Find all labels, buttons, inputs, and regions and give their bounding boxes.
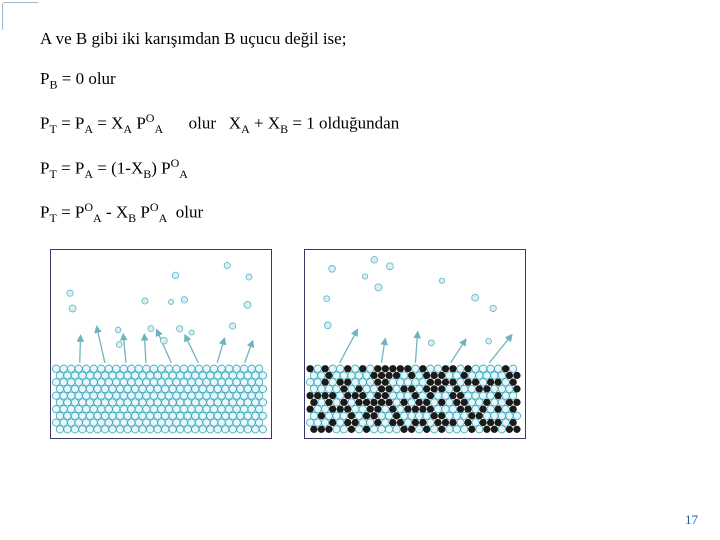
text-line-1: A ve B gibi iki karışımdan B uçucu değil… bbox=[40, 28, 680, 50]
eq3-c: = P bbox=[57, 114, 85, 133]
slide-content: A ve B gibi iki karışımdan B uçucu değil… bbox=[0, 0, 720, 439]
eq3-f: A bbox=[123, 122, 132, 136]
eq3-b: T bbox=[49, 122, 56, 136]
eq3-l: + X bbox=[250, 114, 280, 133]
eq5-j: A bbox=[159, 211, 168, 225]
eq5-g: B bbox=[128, 211, 136, 225]
eq4-d: A bbox=[84, 167, 93, 181]
eq3-d: A bbox=[84, 122, 93, 136]
eq4-h: O bbox=[171, 156, 180, 170]
eq5-i: O bbox=[150, 200, 159, 214]
diagram-pure-solvent bbox=[50, 249, 272, 439]
diagram-solution bbox=[304, 249, 526, 439]
eq5-f: - X bbox=[102, 203, 128, 222]
eq5-c: = P bbox=[57, 203, 85, 222]
eq3-j: olur X bbox=[163, 114, 241, 133]
eq4-i: A bbox=[179, 167, 188, 181]
page-number: 17 bbox=[685, 512, 698, 528]
eq5-h: P bbox=[136, 203, 150, 222]
diagram-row bbox=[40, 249, 680, 439]
text-line-5: PT = POA - XB POA olur bbox=[40, 200, 680, 227]
eq5-k: olur bbox=[167, 203, 203, 222]
eq3-i: A bbox=[154, 122, 163, 136]
eq5-e: A bbox=[93, 211, 102, 225]
eq5-b: T bbox=[49, 211, 56, 225]
diagram-solution-svg bbox=[305, 250, 525, 438]
eq4-e: = (1-X bbox=[93, 158, 143, 177]
eq3-g: P bbox=[132, 114, 146, 133]
slide-border-decoration bbox=[2, 2, 38, 30]
text-line-4: PT = PA = (1-XB) POA bbox=[40, 156, 680, 183]
text-line-2: PB = 0 olur bbox=[40, 68, 680, 93]
eq3-m: B bbox=[280, 122, 288, 136]
eq2-rest: = 0 olur bbox=[57, 69, 115, 88]
eq4-g: ) P bbox=[151, 158, 170, 177]
eq3-e: = X bbox=[93, 114, 123, 133]
eq4-b: T bbox=[49, 167, 56, 181]
eq4-c: = P bbox=[57, 158, 85, 177]
diagram-pure-solvent-svg bbox=[51, 250, 271, 438]
eq3-n: = 1 olduğundan bbox=[288, 114, 399, 133]
eq3-k: A bbox=[241, 122, 250, 136]
text-line-3: PT = PA = XA POA olur XA + XB = 1 olduğu… bbox=[40, 111, 680, 138]
eq5-d: O bbox=[84, 200, 93, 214]
